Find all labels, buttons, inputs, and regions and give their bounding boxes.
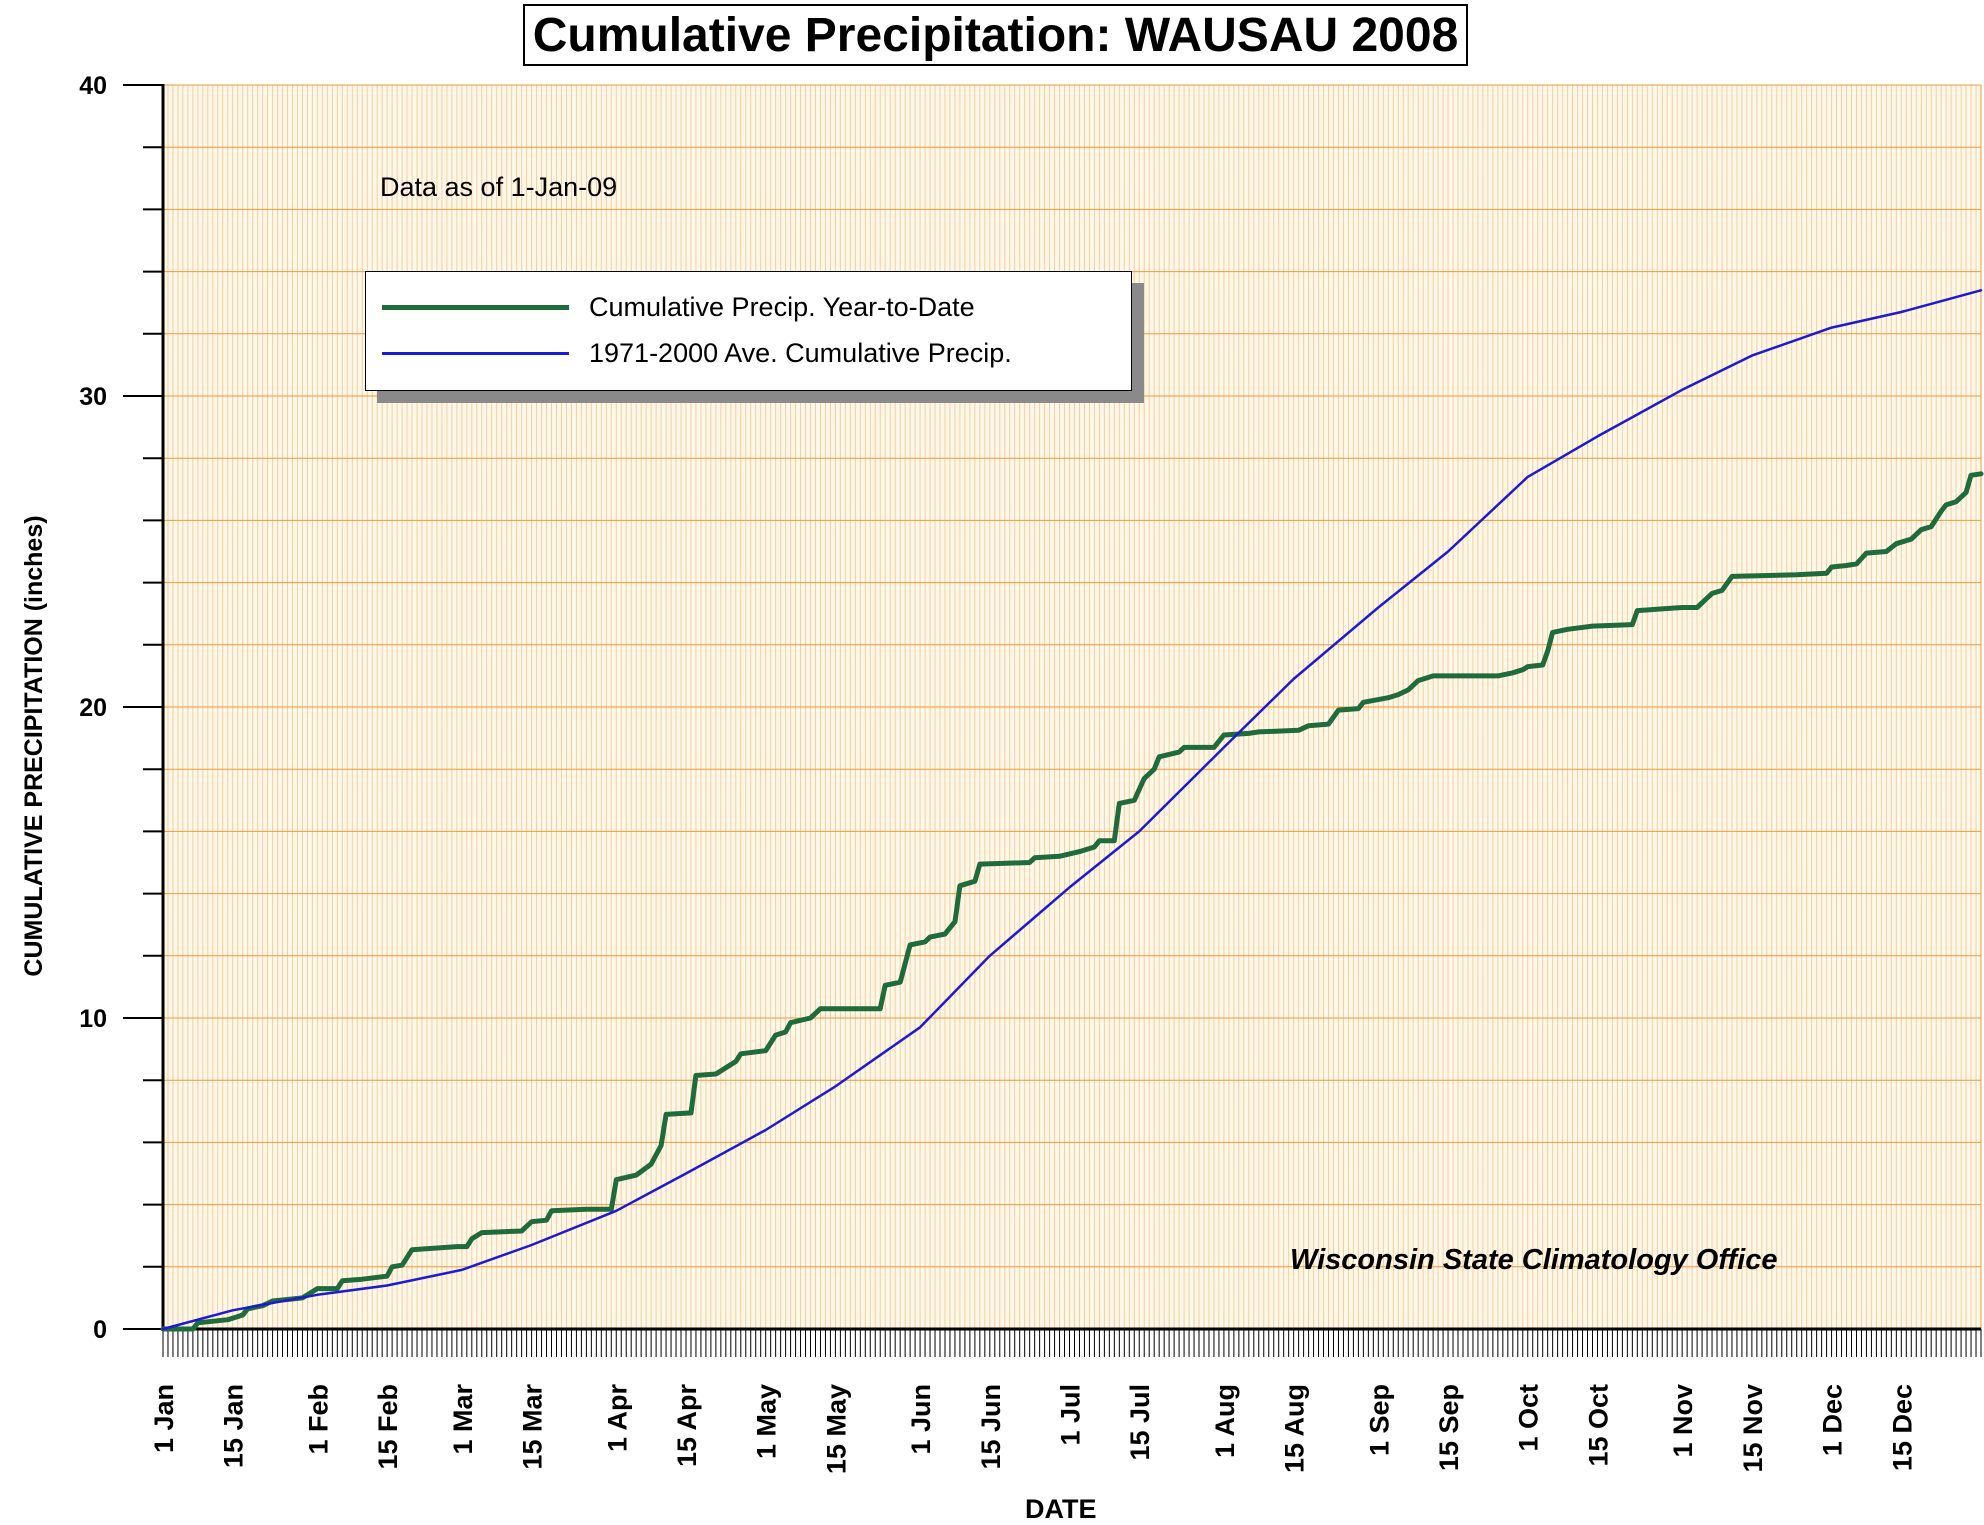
credit-text: Wisconsin State Climatology Office [1290, 1244, 1778, 1276]
legend-label-ytd: Cumulative Precip. Year-to-Date [589, 291, 975, 322]
x-tick-label: 15 Jun [976, 1384, 1006, 1470]
x-tick-label: 15 May [821, 1384, 851, 1474]
series-line-average [161, 289, 1983, 1331]
legend-swatch-average [382, 351, 569, 355]
y-tick-label: 40 [79, 72, 107, 100]
legend-swatch-ytd [382, 304, 569, 310]
x-tick-label: 15 Dec [1887, 1384, 1917, 1471]
x-tick-label: 15 Feb [373, 1384, 403, 1470]
x-tick-label: 15 Oct [1583, 1384, 1613, 1467]
x-tick-label: 1 May [752, 1384, 782, 1459]
x-tick-label: 15 Jan [219, 1384, 249, 1468]
x-tick-label: 15 Nov [1738, 1384, 1768, 1473]
data-date-note: Data as of 1-Jan-09 [380, 172, 618, 202]
x-tick-label: 15 Apr [672, 1384, 702, 1468]
chart-legend: Cumulative Precip. Year-to-Date 1971-200… [365, 271, 1132, 391]
x-tick-label: 1 Nov [1668, 1384, 1698, 1458]
series-lines [160, 289, 1984, 1332]
x-tick-label: 1 Sep [1364, 1384, 1394, 1456]
x-tick-label: 1 Feb [303, 1384, 333, 1455]
x-tick-label: 1 Dec [1818, 1384, 1848, 1456]
legend-label-average: 1971-2000 Ave. Cumulative Precip. [589, 337, 1012, 368]
x-tick-label: 1 Aug [1210, 1384, 1240, 1458]
chart-title: Cumulative Precipitation: WAUSAU 2008 [532, 8, 1459, 62]
y-axis-ticks: 0 10 20 30 40 [79, 72, 163, 1344]
x-tick-label: 1 Oct [1514, 1384, 1544, 1452]
x-tick-label: 1 Jul [1056, 1384, 1086, 1446]
legend-item-average: 1971-2000 Ave. Cumulative Precip. [382, 333, 1012, 373]
y-tick-label: 20 [79, 694, 107, 722]
x-tick-label: 15 Mar [518, 1384, 548, 1470]
legend-item-ytd: Cumulative Precip. Year-to-Date [382, 287, 975, 327]
y-tick-label: 30 [79, 383, 107, 411]
chart-title-box: Cumulative Precipitation: WAUSAU 2008 [523, 4, 1468, 66]
x-tick-label: 15 Aug [1280, 1384, 1310, 1473]
x-tick-label: 15 Jul [1125, 1384, 1155, 1461]
y-axis-label: CUMULATIVE PRECIPITATION (inches) [20, 515, 48, 977]
x-tick-label: 1 Apr [602, 1384, 632, 1453]
x-tick-label: 1 Jan [149, 1384, 179, 1453]
x-tick-label: 15 Sep [1434, 1384, 1464, 1471]
x-tick-label: 1 Jun [906, 1384, 936, 1455]
x-tick-label: 1 Mar [448, 1384, 478, 1455]
y-tick-label: 0 [93, 1316, 107, 1344]
x-axis-ticks: 1 Jan 15 Jan 1 Feb 15 Feb 1 Mar 15 Mar 1 Apr 15… [149, 1329, 1982, 1474]
x-axis-label: DATE [1025, 1494, 1097, 1524]
y-tick-label: 10 [79, 1005, 107, 1033]
series-line-ytd [160, 471, 1984, 1332]
